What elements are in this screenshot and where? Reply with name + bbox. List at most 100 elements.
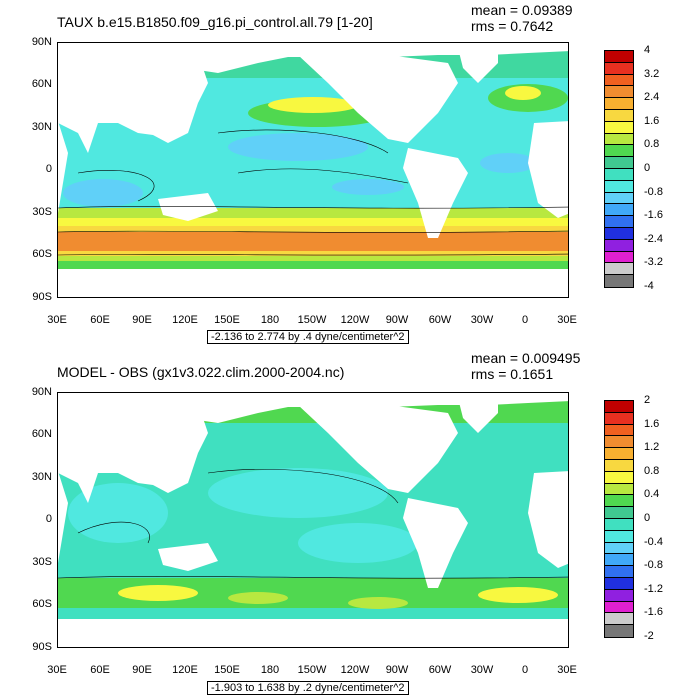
x-tick: 90E bbox=[132, 664, 152, 676]
x-tick: 150E bbox=[214, 314, 240, 326]
colorbar-label: 2 bbox=[644, 394, 651, 406]
colorbar-label: 1.6 bbox=[644, 417, 660, 430]
x-tick: 60W bbox=[428, 314, 452, 326]
x-tick: 60E bbox=[90, 664, 110, 676]
y-tick: 60N bbox=[31, 428, 52, 440]
panel-title: TAUX b.e15.B1850.f09_g16.pi_control.all.… bbox=[57, 14, 373, 30]
colorbar-label: 0.8 bbox=[644, 464, 660, 477]
colorbar-label: -4 bbox=[644, 280, 654, 292]
contour-caption: -2.136 to 2.774 by .4 dyne/centimeter^2 bbox=[207, 330, 409, 344]
x-tick: 150W bbox=[297, 664, 327, 676]
panel-model-taux: TAUX b.e15.B1850.f09_g16.pi_control.all.… bbox=[31, 2, 663, 344]
y-tick: 90S bbox=[32, 291, 52, 303]
colorbar-swatch bbox=[605, 51, 633, 63]
y-tick: 0 bbox=[45, 163, 52, 175]
x-tick: 150W bbox=[297, 314, 327, 326]
y-tick: 90N bbox=[31, 386, 52, 398]
x-tick: 120W bbox=[340, 314, 370, 326]
colorbar-swatch bbox=[605, 109, 633, 122]
colorbar-swatch bbox=[605, 436, 633, 449]
mean-stat: mean = 0.09389 bbox=[471, 2, 573, 18]
colorbar-swatch bbox=[605, 412, 633, 425]
x-tick: 90W bbox=[385, 664, 409, 676]
colorbar-label: 0.4 bbox=[644, 488, 660, 501]
colorbar-swatch bbox=[605, 613, 633, 626]
colorbar-swatch bbox=[605, 589, 633, 602]
colorbar-label: 0 bbox=[644, 162, 651, 174]
x-tick: 30W bbox=[470, 664, 494, 676]
colorbar-swatch bbox=[605, 459, 633, 472]
colorbar bbox=[604, 50, 634, 288]
y-tick: 60S bbox=[32, 248, 52, 260]
x-tick: 180 bbox=[260, 314, 280, 326]
y-tick: 90S bbox=[32, 641, 52, 653]
x-tick: 30E bbox=[557, 664, 577, 676]
colorbar-label: 0 bbox=[644, 512, 651, 524]
colorbar-swatch bbox=[605, 145, 633, 158]
colorbar-label: 1.2 bbox=[644, 441, 660, 454]
y-tick: 30N bbox=[31, 121, 52, 133]
x-tick: 180 bbox=[260, 664, 280, 676]
colorbar-swatch bbox=[605, 74, 633, 87]
colorbar-swatch bbox=[605, 483, 633, 496]
colorbar-swatch bbox=[605, 518, 633, 531]
colorbar-swatch bbox=[605, 216, 633, 228]
x-tick: 90W bbox=[385, 314, 409, 326]
colorbar-label: 4 bbox=[644, 44, 651, 56]
colorbar-swatch bbox=[605, 263, 633, 276]
colorbar-swatch bbox=[605, 566, 633, 578]
colorbar-swatch bbox=[605, 121, 633, 134]
colorbar-swatch bbox=[605, 86, 633, 99]
colorbar bbox=[604, 400, 634, 638]
x-tick: 60E bbox=[90, 314, 110, 326]
panel-model-minus-obs: MODEL - OBS (gx1v3.022.clim.2000-2004.nc… bbox=[0, 350, 700, 700]
colorbar-swatch bbox=[605, 554, 633, 567]
colorbar-label: -0.4 bbox=[644, 535, 663, 548]
x-tick: 30E bbox=[47, 664, 67, 676]
colorbar-swatch bbox=[605, 577, 633, 590]
colorbar-swatch bbox=[605, 424, 633, 437]
colorbar-label: -1.6 bbox=[644, 606, 663, 619]
colorbar-label: -0.8 bbox=[644, 559, 663, 572]
x-tick: 30E bbox=[47, 314, 67, 326]
y-tick: 90N bbox=[31, 36, 52, 48]
colorbar-swatch bbox=[605, 448, 633, 460]
x-tick: 30W bbox=[470, 314, 494, 326]
colorbar-swatch bbox=[605, 401, 633, 413]
colorbar-swatch bbox=[605, 275, 633, 287]
colorbar-label: 0.8 bbox=[644, 138, 660, 151]
y-tick: 30S bbox=[32, 206, 52, 218]
colorbar-label: 2.4 bbox=[644, 91, 660, 104]
colorbar-swatch bbox=[605, 542, 633, 555]
colorbar-swatch bbox=[605, 495, 633, 508]
y-tick: 30S bbox=[32, 556, 52, 568]
colorbar-swatch bbox=[605, 157, 633, 169]
colorbar-swatch bbox=[605, 625, 633, 637]
colorbar-label: 3.2 bbox=[644, 67, 660, 80]
contour-map bbox=[57, 392, 569, 648]
rms-stat: rms = 0.1651 bbox=[471, 366, 554, 382]
x-tick: 120E bbox=[172, 314, 198, 326]
x-tick: 120W bbox=[340, 664, 370, 676]
colorbar-swatch bbox=[605, 530, 633, 543]
y-tick: 60S bbox=[32, 598, 52, 610]
x-tick: 150E bbox=[214, 664, 240, 676]
y-tick: 30N bbox=[31, 471, 52, 483]
mean-stat: mean = 0.009495 bbox=[471, 350, 581, 366]
y-tick: 0 bbox=[45, 513, 52, 525]
x-tick: 0 bbox=[521, 314, 529, 326]
colorbar-swatch bbox=[605, 62, 633, 75]
colorbar-swatch bbox=[605, 98, 633, 110]
colorbar-label: -2.4 bbox=[644, 232, 663, 245]
colorbar-swatch bbox=[605, 204, 633, 217]
colorbar-swatch bbox=[605, 192, 633, 205]
colorbar-swatch bbox=[605, 601, 633, 614]
x-tick: 30E bbox=[557, 314, 577, 326]
colorbar-swatch bbox=[605, 507, 633, 519]
x-tick: 0 bbox=[521, 664, 529, 676]
colorbar-label: -0.8 bbox=[644, 185, 663, 198]
x-tick: 120E bbox=[172, 664, 198, 676]
colorbar-swatch bbox=[605, 251, 633, 264]
colorbar-label: -2 bbox=[644, 630, 654, 642]
contour-map bbox=[57, 42, 569, 298]
